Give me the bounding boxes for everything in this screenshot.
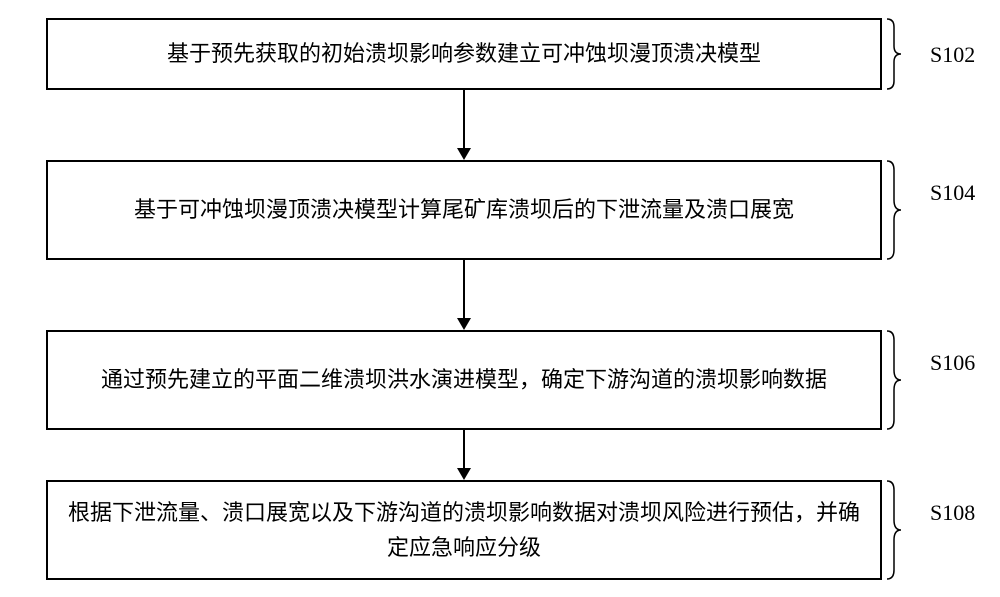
arrow-head-icon [457, 318, 471, 330]
flow-node-text: 通过预先建立的平面二维溃坝洪水演进模型，确定下游沟道的溃坝影响数据 [101, 362, 827, 397]
flow-node-text: 基于预先获取的初始溃坝影响参数建立可冲蚀坝漫顶溃决模型 [167, 36, 761, 71]
step-label-s106: S106 [930, 350, 975, 376]
arrow-head-icon [457, 148, 471, 160]
brace-icon [885, 330, 903, 430]
flow-node-text: 基于可冲蚀坝漫顶溃决模型计算尾矿库溃坝后的下泄流量及溃口展宽 [134, 192, 794, 227]
flow-node-s104: 基于可冲蚀坝漫顶溃决模型计算尾矿库溃坝后的下泄流量及溃口展宽 [46, 160, 882, 260]
flow-node-s102: 基于预先获取的初始溃坝影响参数建立可冲蚀坝漫顶溃决模型 [46, 18, 882, 90]
arrow-line [463, 260, 465, 318]
step-label-s102: S102 [930, 42, 975, 68]
brace-icon [885, 480, 903, 580]
arrow-line [463, 90, 465, 148]
flow-node-s106: 通过预先建立的平面二维溃坝洪水演进模型，确定下游沟道的溃坝影响数据 [46, 330, 882, 430]
brace-icon [885, 160, 903, 260]
brace-icon [885, 18, 903, 90]
flowchart-canvas: 基于预先获取的初始溃坝影响参数建立可冲蚀坝漫顶溃决模型 S102 基于可冲蚀坝漫… [0, 0, 1000, 597]
arrow-head-icon [457, 468, 471, 480]
flow-node-s108: 根据下泄流量、溃口展宽以及下游沟道的溃坝影响数据对溃坝风险进行预估，并确定应急响… [46, 480, 882, 580]
flow-node-text: 根据下泄流量、溃口展宽以及下游沟道的溃坝影响数据对溃坝风险进行预估，并确定应急响… [68, 495, 860, 565]
step-label-s108: S108 [930, 500, 975, 526]
arrow-line [463, 430, 465, 468]
step-label-s104: S104 [930, 180, 975, 206]
